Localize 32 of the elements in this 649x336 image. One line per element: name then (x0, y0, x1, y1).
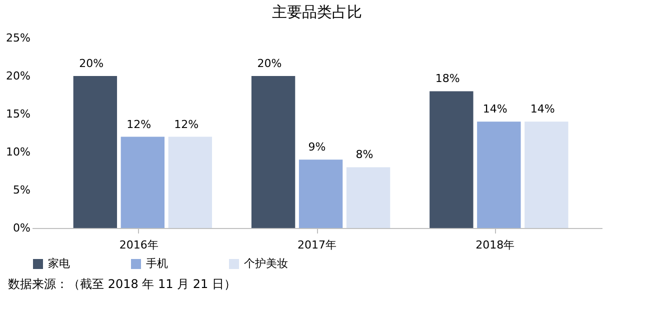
bar (524, 122, 568, 228)
data-label: 18% (435, 72, 460, 86)
bar (168, 136, 212, 228)
x-tick-label: 2017年 (298, 238, 336, 252)
bar (346, 167, 390, 228)
source-note: 数据来源：（截至 2018 年 11 月 21 日） (7, 276, 237, 293)
legend-label: 家电 (48, 257, 70, 270)
data-label: 14% (482, 102, 508, 116)
data-label: 14% (530, 102, 555, 116)
data-label: 20% (79, 57, 104, 70)
bar (430, 91, 474, 228)
legend-label: 个护美妆 (244, 257, 288, 270)
y-tick-label: 15% (6, 108, 30, 120)
bar (298, 160, 343, 228)
y-tick-label: 5% (13, 184, 30, 196)
x-tick-label: 2016年 (119, 238, 158, 252)
chart-title: 主要品类占比 (272, 3, 362, 21)
x-tick-label: 2018年 (476, 238, 515, 252)
bar (477, 122, 521, 228)
data-label: 12% (174, 118, 199, 131)
bar (73, 76, 118, 228)
data-label: 9% (308, 140, 326, 154)
legend-label: 手机 (146, 257, 168, 270)
data-label: 20% (257, 57, 282, 70)
data-label: 12% (126, 118, 152, 131)
bar (251, 76, 296, 228)
y-tick-label: 10% (6, 146, 30, 158)
bar (120, 136, 165, 228)
y-tick-label: 0% (13, 222, 30, 234)
y-tick-label: 20% (6, 70, 30, 82)
data-label: 8% (356, 148, 374, 162)
y-tick-label: 25% (6, 32, 30, 44)
